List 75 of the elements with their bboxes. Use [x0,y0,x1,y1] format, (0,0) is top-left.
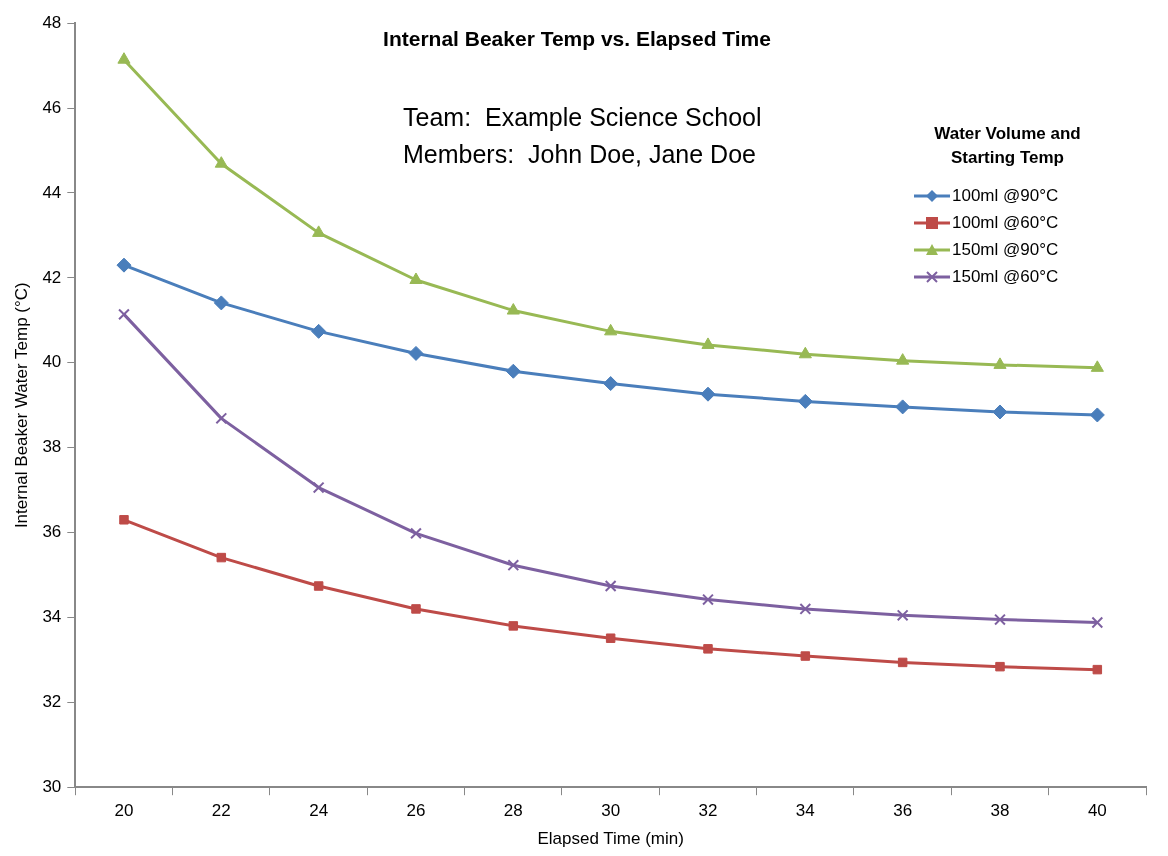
point [1090,360,1104,372]
point [995,661,1005,672]
point [605,633,616,643]
point [411,604,421,614]
y-tick-label: 48 [42,12,62,32]
point [701,337,715,349]
point [896,353,910,365]
point [994,613,1006,626]
legend-label: 100ml @90°C [952,185,1059,206]
x-tick-label: 22 [211,801,231,821]
annotation: Members: John Doe, Jane Doe [403,139,756,168]
chart-title: Internal Beaker Temp vs. Elapsed Time [383,27,771,51]
point [895,399,911,415]
y-tick-label: 38 [42,437,62,457]
point [118,308,130,321]
point [508,621,519,631]
point [313,581,324,591]
point [506,303,520,315]
x-tick-label: 26 [406,801,426,821]
point [897,657,908,668]
x-tick-label: 32 [698,801,718,821]
legend-label: 150ml @90°C [952,239,1059,260]
point [700,386,716,402]
point [117,52,131,64]
legend-label: 100ml @60°C [952,212,1059,233]
point [603,376,619,392]
y-tick-label: 36 [42,522,62,542]
y-tick-label: 44 [42,182,62,202]
x-tick-label: 36 [893,801,913,821]
y-tick-label: 46 [42,97,62,117]
x-tick-label: 40 [1087,801,1107,821]
x-axis-title: Elapsed Time (min) [537,829,684,849]
point [799,602,812,615]
point [312,225,326,237]
point [119,515,129,525]
point [797,393,813,409]
point [215,412,228,425]
x-tick-label: 24 [309,801,329,821]
y-tick-label: 42 [42,267,62,287]
point [409,272,423,284]
legend-title: Water Volume and Starting Temp [933,123,1082,169]
point [213,295,229,311]
point [216,552,227,563]
point [992,404,1008,420]
annotation: Team: Example Science School [403,102,762,131]
point [1092,664,1103,675]
point [604,580,617,592]
point [311,323,327,339]
point [604,323,618,336]
y-tick-label: 40 [42,352,62,372]
point [702,593,714,606]
point [1091,616,1104,629]
point [312,481,325,494]
point [507,559,520,572]
point [410,527,422,540]
point [800,651,811,661]
point [214,156,228,168]
point [408,345,424,361]
y-axis-title: Internal Beaker Water Temp (°C) [11,282,31,529]
x-tick-label: 28 [503,801,523,821]
legend-label: 150ml @60°C [952,266,1059,287]
point [703,644,713,654]
point [116,257,132,273]
point [1089,407,1105,423]
point [798,346,812,359]
y-tick-label: 34 [42,607,62,627]
point [896,609,909,622]
x-tick-label: 38 [990,801,1010,821]
x-tick-label: 30 [601,801,621,821]
y-tick-label: 32 [42,692,62,711]
point [505,363,521,379]
x-tick-label: 34 [795,801,815,821]
point [993,357,1007,369]
x-tick-label: 20 [114,801,134,821]
y-tick-label: 30 [42,776,62,796]
